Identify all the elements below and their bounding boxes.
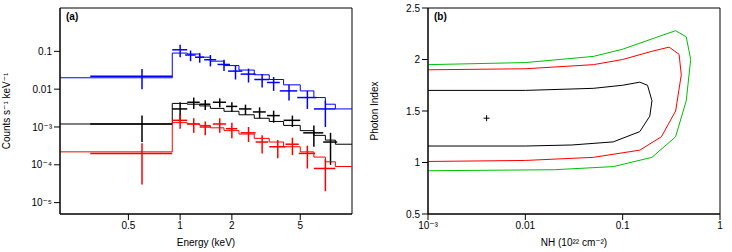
svg-text:2: 2 [414,54,420,65]
svg-text:0.01: 0.01 [33,84,53,95]
svg-text:1: 1 [177,220,183,231]
svg-text:1: 1 [414,157,420,168]
svg-text:10⁻³: 10⁻³ [32,122,52,133]
svg-text:10⁻⁵: 10⁻⁵ [31,197,52,208]
svg-text:1.5: 1.5 [406,106,420,117]
svg-text:0.1: 0.1 [616,220,630,231]
svg-text:Energy (keV): Energy (keV) [177,237,235,248]
svg-text:Counts s⁻¹ keV⁻¹: Counts s⁻¹ keV⁻¹ [8,72,12,149]
svg-text:NH (10²² cm⁻²): NH (10²² cm⁻²) [541,237,607,248]
svg-text:5: 5 [297,220,303,231]
svg-text:Photon Index: Photon Index [369,82,380,141]
svg-text:2.5: 2.5 [406,3,420,14]
html-text:(b): (b) [434,11,447,22]
svg-text:1: 1 [717,220,723,231]
svg-text:0.01: 0.01 [516,220,536,231]
svg-text:0.5: 0.5 [406,209,420,220]
svg-text:0.5: 0.5 [121,220,135,231]
svg-text:0.1: 0.1 [38,46,52,57]
html-text:(a): (a) [66,11,79,22]
svg-text:10⁻⁴: 10⁻⁴ [31,159,52,170]
svg-text:10⁻³: 10⁻³ [418,220,438,231]
svg-text:2: 2 [229,220,235,231]
